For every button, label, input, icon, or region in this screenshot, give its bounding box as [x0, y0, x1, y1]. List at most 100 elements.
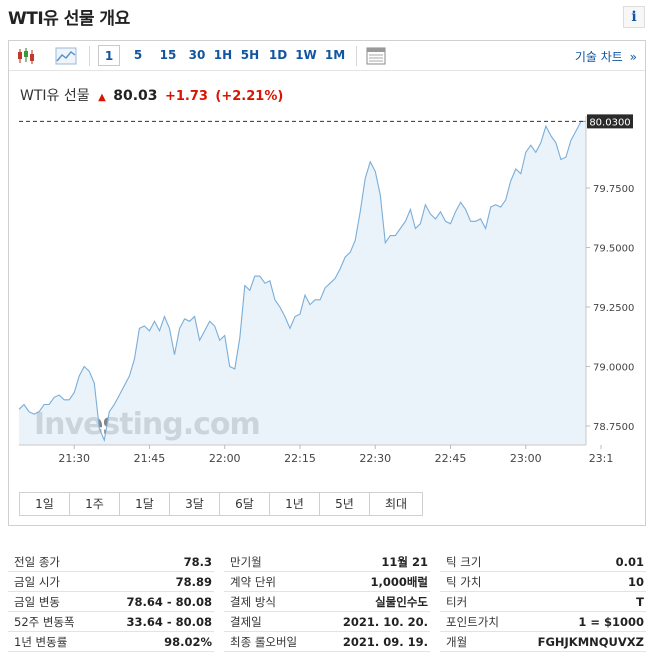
price-change: +1.73: [164, 89, 208, 104]
x-tick-label: 22:30: [359, 452, 391, 465]
stats-value: FGHJKMNQUVXZ: [537, 635, 644, 649]
stats-value: 1,000배럴: [370, 575, 428, 589]
y-tick-label: 79.0000: [593, 362, 634, 373]
stats-value: 10: [627, 575, 644, 589]
stats-value: 0.01: [615, 555, 644, 569]
candlestick-icon[interactable]: [15, 46, 37, 66]
stats-value: 78.64 - 80.08: [126, 595, 212, 609]
stats-row: 틱 가치 10: [440, 572, 646, 592]
stats-row: 최종 롤오버일 2021. 09. 19.: [224, 632, 430, 652]
stats-label: 티커: [446, 595, 468, 609]
stats-value: 실물인수도: [375, 595, 428, 609]
stats-label: 금일 시가: [14, 575, 60, 589]
range-button[interactable]: 3달: [170, 493, 220, 515]
stats-label: 틱 크기: [446, 555, 482, 569]
stats-value: 11월 21: [381, 555, 428, 569]
stats-row: 틱 크기 0.01: [440, 552, 646, 572]
stats-label: 계약 단위: [230, 575, 276, 589]
stats-label: 틱 가치: [446, 575, 482, 589]
stats-label: 결제일: [230, 615, 262, 629]
technical-chart-link[interactable]: 기술 차트 »: [575, 48, 637, 65]
range-button[interactable]: 1년: [270, 493, 320, 515]
up-arrow-icon: ▲: [98, 92, 106, 103]
stats-column-1: 전일 종가 78.3 금일 시가 78.89 금일 변동 78.64 - 80.08 52주…: [8, 552, 214, 652]
last-price-tag: [587, 114, 633, 129]
stats-column-3: 틱 크기 0.01 틱 가치 10 티커 T 포인트가치 1 = $1000 개월 FGHJKMN…: [440, 552, 646, 652]
price-area: [19, 121, 586, 446]
stats-row: 금일 시가 78.89: [8, 572, 214, 592]
price-chart[interactable]: Investing.com79.750079.500079.250079.000…: [9, 41, 645, 481]
quote-line: WTI유 선물 ▲ 80.03 +1.73 (+2.21%): [20, 85, 283, 105]
x-tick-label: 22:15: [284, 452, 316, 465]
stats-value: 2021. 10. 20.: [342, 615, 428, 629]
stats-value: 2021. 09. 19.: [342, 635, 428, 649]
last-price-label: 80.0300: [589, 117, 630, 128]
stats-row: 만기월 11월 21: [224, 552, 430, 572]
stats-row: 52주 변동폭 33.64 - 80.08: [8, 612, 214, 632]
stats-label: 금일 변동: [14, 595, 60, 609]
y-tick-label: 78.7500: [593, 422, 634, 433]
table-icon[interactable]: [365, 46, 387, 66]
interval-1d[interactable]: 1D: [268, 48, 288, 62]
interval-1w[interactable]: 1W: [295, 48, 317, 62]
interval-1[interactable]: 1: [98, 45, 120, 66]
stats-label: 1년 변동률: [14, 635, 68, 649]
x-tick-label: 23:1: [589, 452, 614, 465]
stats-label: 전일 종가: [14, 555, 60, 569]
stats-label: 포인트가치: [446, 615, 499, 629]
x-tick-label: 23:00: [510, 452, 542, 465]
technical-chart-label: 기술 차트: [574, 50, 623, 64]
stats-label: 개월: [446, 635, 468, 649]
price-change-percent: (+2.21%): [215, 89, 284, 104]
y-tick-label: 79.5000: [593, 243, 634, 254]
stats-label: 52주 변동폭: [14, 615, 75, 629]
toolbar-divider: [356, 46, 357, 66]
stats-value: 78.3: [183, 555, 212, 569]
range-button[interactable]: 1일: [20, 493, 70, 515]
range-button[interactable]: 6달: [220, 493, 270, 515]
range-button[interactable]: 5년: [320, 493, 370, 515]
x-tick-label: 21:45: [134, 452, 166, 465]
stats-row: 전일 종가 78.3: [8, 552, 214, 572]
interval-1m[interactable]: 1M: [324, 48, 346, 62]
interval-5h[interactable]: 5H: [240, 48, 260, 62]
stats-value: 33.64 - 80.08: [126, 615, 212, 629]
interval-15[interactable]: 15: [159, 48, 177, 62]
range-button[interactable]: 1달: [120, 493, 170, 515]
stats-row: 티커 T: [440, 592, 646, 612]
info-icon[interactable]: i: [623, 6, 645, 28]
page-title: WTI유 선물 개요: [8, 9, 130, 29]
stats-value: 1 = $1000: [578, 615, 644, 629]
stats-row: 개월 FGHJKMNQUVXZ: [440, 632, 646, 652]
last-price: 80.03: [113, 88, 158, 104]
stats-row: 계약 단위 1,000배럴: [224, 572, 430, 592]
stats-row: 결제일 2021. 10. 20.: [224, 612, 430, 632]
instrument-name: WTI유 선물: [20, 88, 90, 104]
stats-value: 98.02%: [164, 635, 212, 649]
x-tick-label: 22:00: [209, 452, 241, 465]
x-tick-label: 22:45: [435, 452, 467, 465]
stats-row: 1년 변동률 98.02%: [8, 632, 214, 652]
stats-row: 결제 방식 실물인수도: [224, 592, 430, 612]
chart-panel: 1 5 15 30 1H 5H 1D 1W 1M 기술 차트 » WTI유 선물 ▲ 80.03…: [8, 40, 646, 526]
stats-label: 결제 방식: [230, 595, 276, 609]
double-chevron-right-icon: »: [629, 50, 637, 64]
y-tick-label: 79.7500: [593, 184, 634, 195]
area-chart-icon[interactable]: [55, 46, 77, 66]
stats-label: 만기월: [230, 555, 262, 569]
range-button[interactable]: 최대: [384, 497, 408, 511]
price-line: [18, 120, 586, 443]
stats-value: T: [636, 595, 644, 609]
range-button[interactable]: 1주: [70, 493, 120, 515]
stats-row: 금일 변동 78.64 - 80.08: [8, 592, 214, 612]
toolbar-divider: [89, 46, 90, 66]
y-tick-label: 79.2500: [593, 303, 634, 314]
interval-30[interactable]: 30: [188, 48, 206, 62]
stats-value: 78.89: [175, 575, 212, 589]
interval-5[interactable]: 5: [133, 48, 143, 62]
chart-toolbar: 1 5 15 30 1H 5H 1D 1W 1M 기술 차트 »: [9, 41, 645, 71]
stats-row: 포인트가치 1 = $1000: [440, 612, 646, 632]
interval-1h[interactable]: 1H: [213, 48, 233, 62]
x-tick-label: 21:30: [58, 452, 90, 465]
